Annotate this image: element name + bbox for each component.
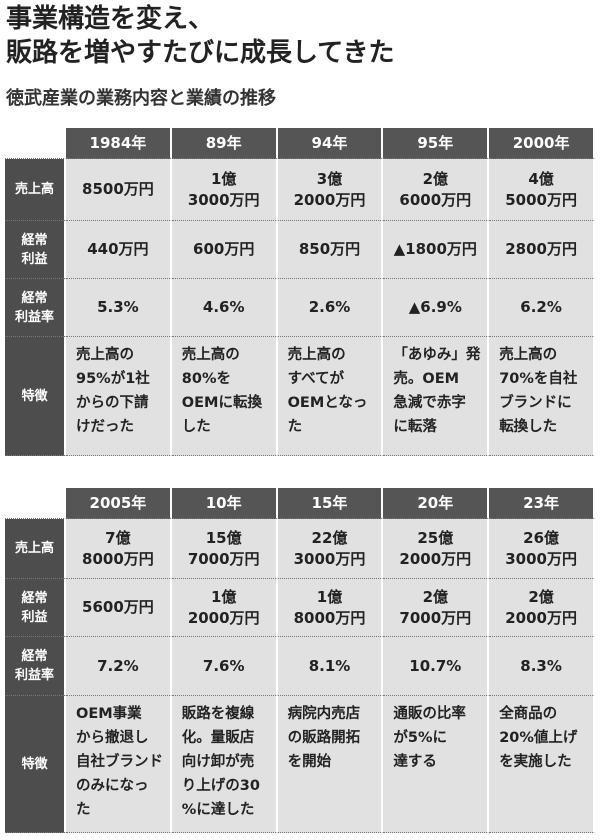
year-header: 95年 — [383, 128, 490, 159]
features-cell: 売上高の すべてが OEMとなっ た — [277, 337, 384, 456]
ordinary-profit-cell: ▲1800万円 — [383, 221, 490, 279]
features-cell: OEM事業 から撤退し 自社ブランド のみになっ た — [66, 696, 172, 833]
sales-cell: 3億 2000万円 — [277, 159, 384, 221]
profit-margin-cell: 6.2% — [489, 279, 595, 337]
features-cell: 通販の比率 が5%に 達する — [383, 696, 490, 833]
header-row: 2005年 10年 15年 20年 23年 — [5, 488, 595, 519]
features-cell: 売上高の 70%を自社 ブランドに 転換した — [489, 337, 595, 456]
row-features: 特徴 OEM事業 から撤退し 自社ブランド のみになっ た販路を複線 化。量販店 … — [5, 696, 595, 833]
row-label-features: 特徴 — [5, 337, 66, 456]
ordinary-profit-cell: 600万円 — [171, 221, 278, 279]
row-label-ordinary-profit: 経常 利益 — [5, 221, 66, 279]
sales-cell: 4億 5000万円 — [489, 159, 595, 221]
ordinary-profit-cell: 850万円 — [277, 221, 384, 279]
profit-margin-cell: 8.1% — [277, 637, 384, 696]
row-label-profit-margin: 経常 利益率 — [5, 637, 66, 696]
year-header: 20年 — [383, 488, 490, 519]
profit-margin-cell: ▲6.9% — [383, 279, 490, 337]
sales-cell: 22億 3000万円 — [277, 519, 384, 579]
sales-cell: 26億 3000万円 — [489, 519, 595, 579]
features-cell: 販路を複線 化。量販店 向け卸が売 り上げの30 %に達した — [171, 696, 278, 833]
ordinary-profit-cell: 2800万円 — [489, 221, 595, 279]
row-label-profit-margin: 経常 利益率 — [5, 279, 66, 337]
sales-cell: 8500万円 — [66, 159, 172, 221]
performance-table-2: 2005年 10年 15年 20年 23年 売上高 7億 8000万円 15億 7000万円 2… — [5, 488, 595, 833]
profit-margin-cell: 2.6% — [277, 279, 384, 337]
row-profit-margin: 経常 利益率 7.2% 7.6% 8.1% 10.7% 8.3% — [5, 637, 595, 696]
ordinary-profit-cell: 2億 7000万円 — [383, 579, 490, 637]
sales-cell: 7億 8000万円 — [66, 519, 172, 579]
year-header: 15年 — [277, 488, 384, 519]
sales-cell: 15億 7000万円 — [171, 519, 278, 579]
profit-margin-cell: 10.7% — [383, 637, 490, 696]
profit-margin-cell: 8.3% — [489, 637, 595, 696]
profit-margin-cell: 4.6% — [171, 279, 278, 337]
year-header: 10年 — [171, 488, 278, 519]
sales-cell: 1億 3000万円 — [171, 159, 278, 221]
row-label-sales: 売上高 — [5, 519, 66, 579]
features-cell: 病院内売店 の販路開拓 を開始 — [277, 696, 384, 833]
blank-header — [5, 488, 66, 519]
year-header: 23年 — [489, 488, 595, 519]
row-label-features: 特徴 — [5, 696, 66, 833]
title-line-2: 販路を増やすたびに成長してきた — [6, 38, 395, 68]
row-ordinary-profit: 経常 利益 440万円 600万円 850万円 ▲1800万円 2800万円 — [5, 221, 595, 279]
sales-cell: 25億 2000万円 — [383, 519, 490, 579]
row-features: 特徴 売上高の 95%が1社 からの下請 けだった 売上高の 80%を OEMに転換… — [5, 337, 595, 456]
row-sales: 売上高 7億 8000万円 15億 7000万円 22億 3000万円 25億 2000… — [5, 519, 595, 579]
year-header: 94年 — [277, 128, 384, 159]
features-cell: 「あゆみ」発 売。OEM 急減で赤字 に転落 — [383, 337, 490, 456]
profit-margin-cell: 5.3% — [66, 279, 172, 337]
row-sales: 売上高 8500万円 1億 3000万円 3億 2000万円 2億 6000万円 4億 5… — [5, 159, 595, 221]
year-header: 1984年 — [66, 128, 172, 159]
profit-margin-cell: 7.6% — [171, 637, 278, 696]
year-header: 2000年 — [489, 128, 595, 159]
ordinary-profit-cell: 2億 2000万円 — [489, 579, 595, 637]
year-header: 2005年 — [66, 488, 172, 519]
title-line-1: 事業構造を変え、 — [6, 4, 215, 34]
ordinary-profit-cell: 1億 2000万円 — [171, 579, 278, 637]
row-label-sales: 売上高 — [5, 159, 66, 221]
blank-header — [5, 128, 66, 159]
sales-cell: 2億 6000万円 — [383, 159, 490, 221]
performance-table-1: 1984年 89年 94年 95年 2000年 売上高 8500万円 1億 3000万円 3億 … — [5, 128, 595, 456]
header-row: 1984年 89年 94年 95年 2000年 — [5, 128, 595, 159]
ordinary-profit-cell: 1億 8000万円 — [277, 579, 384, 637]
row-ordinary-profit: 経常 利益 5600万円 1億 2000万円 1億 8000万円 2億 7000万円 2億… — [5, 579, 595, 637]
year-header: 89年 — [171, 128, 278, 159]
ordinary-profit-cell: 440万円 — [66, 221, 172, 279]
profit-margin-cell: 7.2% — [66, 637, 172, 696]
features-cell: 全商品の 20%値上げ を実施した — [489, 696, 595, 833]
features-cell: 売上高の 80%を OEMに転換 した — [171, 337, 278, 456]
ordinary-profit-cell: 5600万円 — [66, 579, 172, 637]
subtitle: 徳武産業の業務内容と業績の推移 — [6, 88, 276, 109]
row-label-ordinary-profit: 経常 利益 — [5, 579, 66, 637]
row-profit-margin: 経常 利益率 5.3% 4.6% 2.6% ▲6.9% 6.2% — [5, 279, 595, 337]
features-cell: 売上高の 95%が1社 からの下請 けだった — [66, 337, 172, 456]
